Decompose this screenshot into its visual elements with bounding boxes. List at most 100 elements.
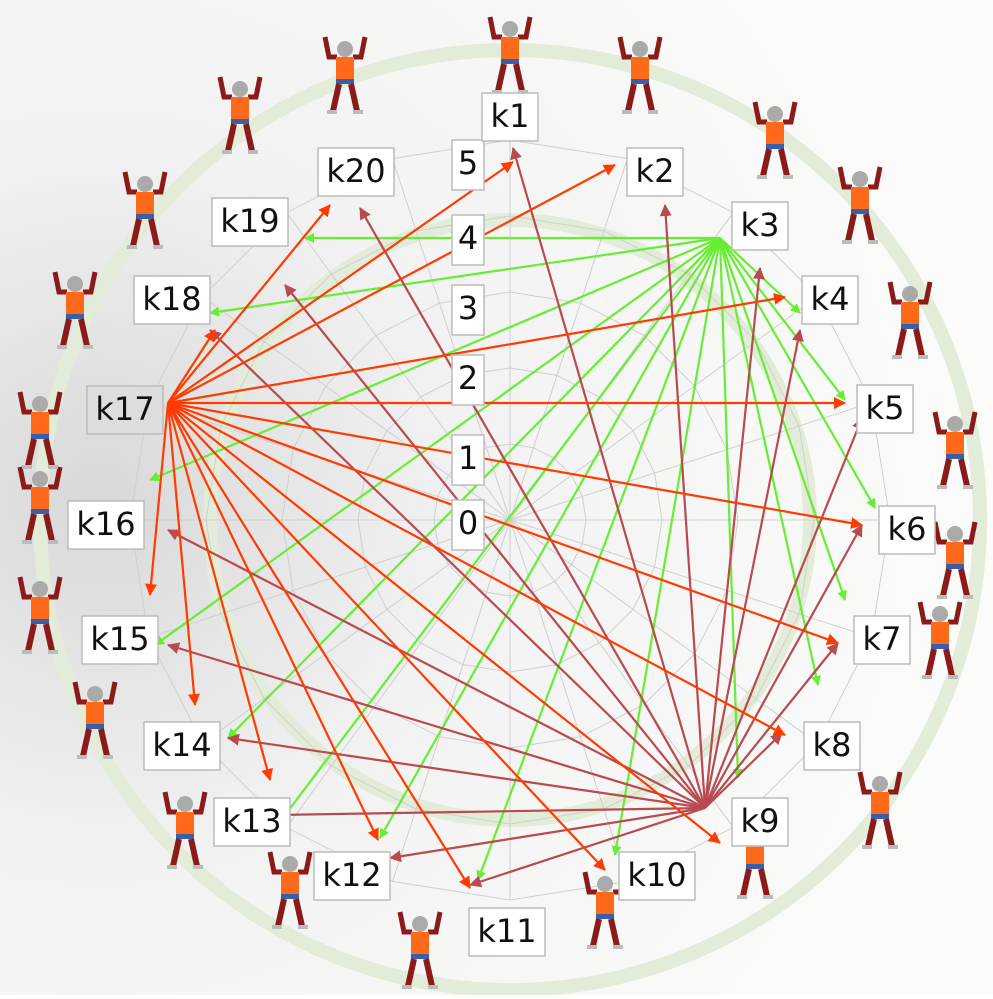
scale-label: 2	[458, 359, 478, 397]
arrow	[167, 529, 706, 809]
arrow	[167, 164, 616, 404]
node-box	[481, 92, 539, 142]
node-box	[618, 851, 696, 901]
grid-spoke	[392, 519, 511, 882]
arrow	[703, 329, 804, 809]
arrow	[167, 401, 839, 645]
node-box	[86, 385, 164, 435]
node-box	[731, 201, 789, 251]
arrow	[469, 806, 706, 888]
node-label: k19	[220, 202, 279, 240]
node-box	[211, 197, 289, 247]
arrow	[611, 237, 722, 856]
arrow	[274, 806, 706, 821]
node-box	[67, 500, 145, 550]
arrow	[510, 147, 707, 809]
node-label: k12	[322, 856, 381, 894]
arrow	[167, 402, 379, 841]
node-label: k14	[152, 726, 211, 764]
arrow	[719, 237, 876, 509]
arrow	[167, 329, 216, 404]
node-box	[731, 797, 789, 847]
arrow	[704, 524, 863, 809]
node-box	[143, 721, 221, 771]
arrow	[389, 806, 706, 863]
arrow	[703, 417, 864, 809]
scale-box	[451, 354, 485, 406]
scale-box	[451, 214, 485, 266]
scale-label: 5	[458, 144, 478, 182]
scale-box	[451, 284, 485, 336]
node-label: k8	[813, 726, 852, 764]
node-label: k16	[76, 505, 135, 543]
arrow	[149, 236, 721, 482]
arrow	[476, 237, 722, 881]
grid-spoke	[509, 296, 818, 521]
arrow	[154, 237, 721, 646]
arrow	[719, 237, 846, 401]
node-box	[801, 275, 859, 325]
node-label: k9	[741, 802, 780, 840]
node-label: k17	[95, 390, 154, 428]
arrow	[167, 204, 331, 404]
node-label: k1	[491, 97, 530, 135]
arrow	[167, 402, 606, 871]
arrow	[145, 402, 170, 596]
arrow	[227, 733, 706, 810]
node-label: k5	[866, 389, 905, 427]
arrow	[167, 292, 786, 405]
node-label: k3	[741, 206, 780, 244]
node-box	[133, 275, 211, 325]
node-box	[313, 851, 391, 901]
arrow	[359, 207, 706, 809]
edges	[145, 147, 876, 889]
arrow	[703, 267, 765, 809]
scale-box	[451, 139, 485, 191]
node-box	[856, 384, 914, 434]
arrow	[166, 402, 273, 781]
arrow	[704, 732, 783, 809]
node-box	[317, 147, 395, 197]
grid-spoke	[202, 519, 511, 744]
arrow	[209, 329, 706, 809]
node-label: k18	[142, 280, 201, 318]
node-label: k4	[811, 280, 850, 318]
arrow	[704, 642, 839, 809]
arrow	[269, 237, 721, 836]
arrow	[659, 204, 707, 809]
arrow	[167, 402, 786, 736]
grid-spoke	[509, 519, 628, 882]
arrow	[209, 236, 721, 317]
arrow	[167, 402, 471, 889]
node-label: k10	[627, 856, 686, 894]
node-label: k13	[222, 802, 281, 840]
node-label: k2	[636, 152, 675, 190]
node-box	[213, 797, 291, 847]
node-box	[81, 615, 159, 665]
grid-spoke	[148, 519, 511, 638]
scale-box	[451, 499, 485, 551]
node-label: k15	[90, 620, 149, 658]
node-label: k6	[888, 510, 927, 548]
node-label: k11	[477, 912, 536, 950]
arrow	[167, 402, 721, 844]
scale-label: 0	[458, 504, 478, 542]
node-label: k7	[863, 620, 902, 658]
scale-label: 1	[458, 439, 478, 477]
node-box	[853, 615, 911, 665]
arrow	[718, 237, 743, 779]
arrow	[284, 284, 706, 809]
scale-box	[451, 434, 485, 486]
node-box	[803, 721, 861, 771]
arrow	[167, 642, 706, 810]
node-box	[468, 907, 546, 957]
arrow	[718, 237, 821, 686]
scale-label: 4	[458, 219, 478, 257]
grid-spoke	[286, 519, 511, 828]
arrow	[167, 401, 863, 530]
arrow	[167, 161, 514, 404]
node-label: k20	[326, 152, 385, 190]
node-box	[878, 505, 936, 555]
